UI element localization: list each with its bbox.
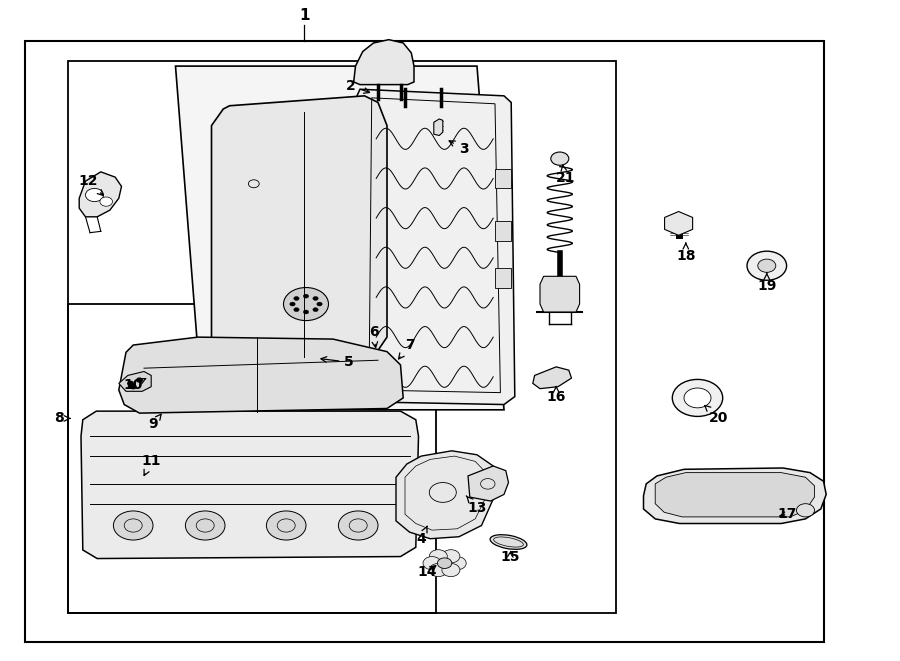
Text: 13: 13 (466, 496, 487, 515)
Polygon shape (212, 96, 387, 365)
Text: 9: 9 (148, 414, 161, 432)
Polygon shape (655, 473, 814, 517)
Circle shape (684, 388, 711, 408)
Polygon shape (434, 119, 443, 136)
Circle shape (448, 557, 466, 570)
Circle shape (303, 310, 309, 314)
Text: 11: 11 (141, 454, 161, 475)
Bar (495, 169, 511, 188)
Circle shape (796, 504, 814, 517)
Circle shape (137, 378, 142, 382)
Circle shape (266, 511, 306, 540)
Polygon shape (176, 66, 504, 410)
Ellipse shape (491, 535, 526, 549)
Text: 19: 19 (757, 273, 777, 293)
Text: 16: 16 (546, 387, 566, 404)
Polygon shape (79, 172, 122, 217)
Circle shape (303, 294, 309, 298)
Text: 10: 10 (123, 377, 146, 392)
Circle shape (128, 381, 133, 385)
Text: 8: 8 (55, 411, 70, 426)
Circle shape (290, 302, 295, 306)
Text: 6: 6 (369, 325, 378, 348)
Polygon shape (468, 466, 508, 501)
Text: 3: 3 (449, 141, 468, 156)
Bar (25, 41, 824, 642)
Text: 20: 20 (705, 405, 728, 425)
Text: 2: 2 (346, 79, 370, 93)
Circle shape (113, 511, 153, 540)
Text: 15: 15 (500, 549, 520, 564)
Bar (495, 221, 511, 241)
Polygon shape (533, 367, 572, 389)
Text: 1: 1 (299, 8, 310, 22)
Circle shape (423, 557, 441, 570)
Polygon shape (81, 411, 418, 559)
Polygon shape (119, 337, 403, 413)
Circle shape (293, 307, 299, 311)
Circle shape (437, 558, 452, 568)
Circle shape (293, 297, 299, 301)
Circle shape (747, 251, 787, 280)
Circle shape (442, 563, 460, 576)
Text: 18: 18 (676, 243, 696, 264)
Text: 12: 12 (78, 174, 104, 196)
Polygon shape (396, 451, 493, 539)
Circle shape (130, 385, 136, 389)
Text: 7: 7 (399, 338, 414, 359)
Polygon shape (356, 89, 515, 405)
Circle shape (100, 197, 112, 206)
Circle shape (429, 563, 447, 576)
Circle shape (551, 152, 569, 165)
Circle shape (429, 550, 447, 563)
Bar (68, 304, 436, 613)
Circle shape (338, 511, 378, 540)
Polygon shape (119, 371, 151, 391)
Circle shape (185, 511, 225, 540)
Polygon shape (354, 40, 414, 85)
Bar (68, 61, 616, 613)
Circle shape (313, 307, 319, 311)
Text: 5: 5 (321, 355, 354, 369)
Text: 4: 4 (417, 526, 428, 546)
Bar (495, 268, 511, 288)
Circle shape (442, 550, 460, 563)
Polygon shape (644, 468, 826, 524)
Text: 21: 21 (555, 165, 575, 186)
Circle shape (758, 259, 776, 272)
Text: 17: 17 (778, 507, 797, 522)
Polygon shape (540, 276, 580, 312)
Text: 14: 14 (418, 564, 437, 579)
Circle shape (284, 288, 328, 321)
Circle shape (317, 302, 322, 306)
Circle shape (86, 188, 104, 202)
Circle shape (672, 379, 723, 416)
Circle shape (313, 297, 319, 301)
